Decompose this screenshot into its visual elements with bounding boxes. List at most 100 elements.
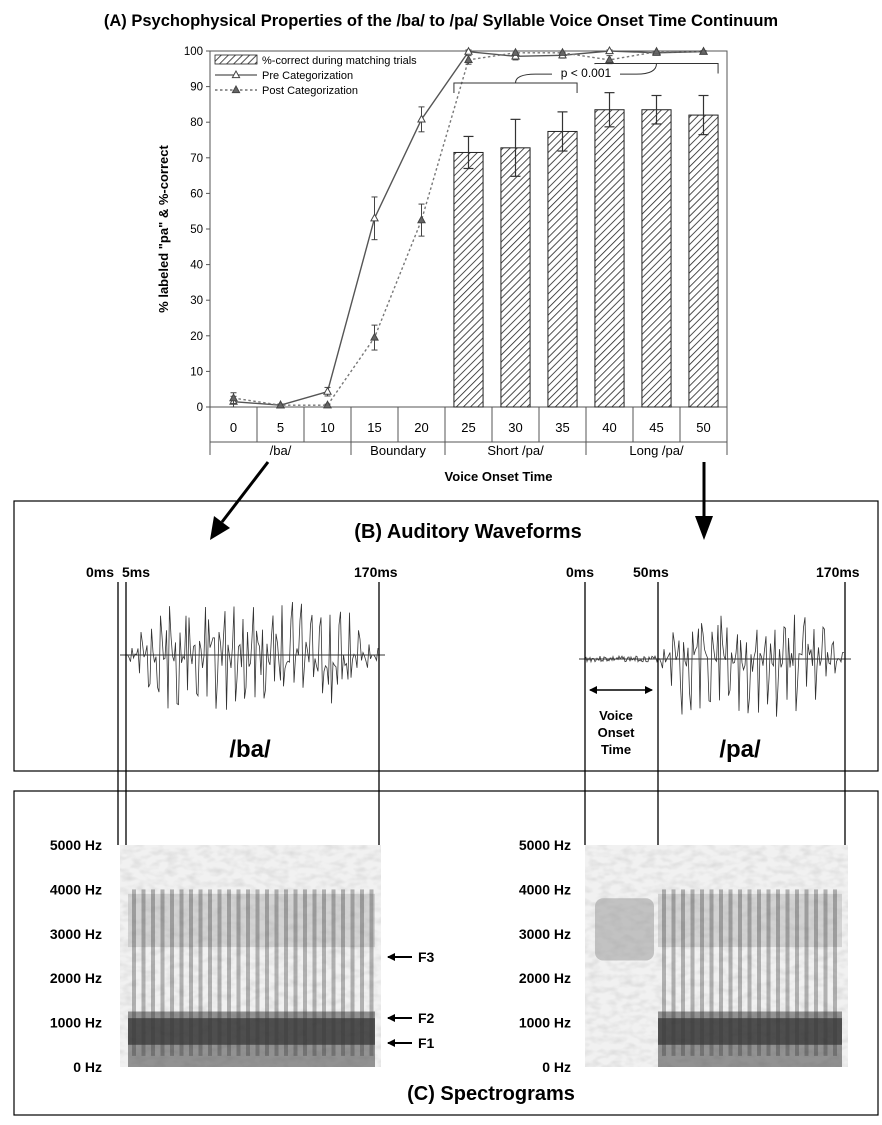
arrow-pa	[695, 462, 713, 540]
wave-noise	[584, 655, 659, 664]
waveform-ba	[120, 601, 385, 710]
formant-label-f2: F2	[418, 1010, 435, 1026]
spec-striation	[369, 889, 374, 1056]
freq-label: 3000 Hz	[519, 926, 571, 942]
y-tick-label-9: 90	[190, 82, 203, 94]
panel-c-title: (C) Spectrograms	[407, 1083, 575, 1105]
point-post-categorization-15	[370, 332, 379, 341]
x-tick-label-0: 0	[230, 420, 237, 435]
spec-striation	[671, 889, 676, 1056]
freq-label: 5000 Hz	[50, 837, 102, 853]
spec-aspiration	[595, 898, 654, 961]
point-post-categorization-30	[511, 47, 520, 56]
freq-label: 4000 Hz	[519, 881, 571, 897]
point-post-categorization-45	[652, 46, 661, 55]
time-markers	[117, 582, 846, 845]
spec-striation	[208, 889, 212, 1056]
spec-striation	[160, 889, 165, 1056]
spec-striation	[681, 889, 685, 1056]
freq-labels-ba: 5000 Hz 4000 Hz 3000 Hz 2000 Hz 1000 Hz 0 Hz	[50, 837, 102, 1075]
pa-label: /pa/	[719, 736, 761, 763]
x-tick-label-25: 25	[461, 420, 475, 435]
group-label-3: Long /pa/	[629, 443, 684, 458]
group-label-0: /ba/	[270, 443, 292, 458]
spec-striation	[322, 889, 326, 1056]
spec-striation	[198, 889, 203, 1056]
y-axis-label: % labeled "pa" & %-correct	[156, 145, 171, 313]
spec-striation	[179, 889, 184, 1056]
bar-30	[500, 147, 531, 408]
annotation-bg	[552, 64, 620, 81]
point-post-categorization-35	[558, 47, 567, 56]
bracket-short-pa	[453, 82, 578, 94]
spec-striation	[265, 889, 269, 1056]
x-tick-label-15: 15	[367, 420, 381, 435]
spec-f3-band	[128, 893, 375, 948]
wave-signal	[125, 601, 379, 710]
spec-striation	[274, 889, 279, 1056]
spec-striation	[341, 889, 345, 1056]
legend-label-1: Pre Categorization	[262, 70, 353, 82]
spec-striation	[217, 889, 222, 1056]
spec-striation	[132, 889, 136, 1056]
freq-label: 1000 Hz	[50, 1015, 102, 1031]
formant-label-f1: F1	[418, 1035, 435, 1051]
panel-b-frame	[13, 500, 879, 772]
spec-striation	[833, 889, 837, 1056]
spec-f1-core	[658, 1018, 842, 1045]
spec-striation	[246, 889, 250, 1056]
panel-b-title: (B) Auditory Waveforms	[354, 521, 581, 543]
spec-striation	[227, 889, 231, 1056]
y-tick-label-0: 0	[197, 402, 203, 414]
spec-striation	[795, 889, 799, 1056]
x-tick-label-40: 40	[602, 420, 616, 435]
point-pre-categorization-20	[417, 114, 426, 123]
spec-f1-core	[128, 1018, 375, 1045]
x-tick-label-45: 45	[649, 420, 663, 435]
spec-striation	[776, 889, 780, 1056]
ba-time-0ms: 0ms	[86, 564, 114, 580]
freq-label: 1000 Hz	[519, 1015, 571, 1031]
spec-striation	[747, 889, 752, 1056]
x-tick-label-50: 50	[696, 420, 710, 435]
freq-labels-pa: 5000 Hz 4000 Hz 3000 Hz 2000 Hz 1000 Hz 0 Hz	[519, 837, 571, 1075]
freq-label: 3000 Hz	[50, 926, 102, 942]
y-tick-label-2: 20	[190, 331, 203, 343]
spec-striation	[804, 889, 809, 1056]
spec-striation	[700, 889, 704, 1056]
spec-striation	[312, 889, 317, 1056]
point-pre-categorization-10	[323, 386, 332, 395]
point-post-categorization-10	[323, 400, 332, 409]
spec-striation	[757, 889, 761, 1056]
ba-label: /ba/	[229, 736, 271, 763]
ba-time-170ms: 170ms	[354, 564, 398, 580]
y-tick-label-10: 100	[184, 46, 203, 58]
y-tick-label-6: 60	[190, 188, 203, 200]
spec-striation	[814, 889, 818, 1056]
spectrogram-pa	[585, 845, 848, 1067]
pa-time-0ms: 0ms	[566, 564, 594, 580]
spec-striation	[189, 889, 193, 1056]
legend-marker-1	[231, 69, 241, 79]
point-post-categorization-50	[699, 46, 708, 55]
spec-striation	[255, 889, 260, 1056]
x-axis-label: Voice Onset Time	[445, 469, 553, 484]
group-label-2: Short /pa/	[487, 443, 544, 458]
point-pre-categorization-40	[605, 45, 614, 55]
legend-label-2: Post Categorization	[262, 85, 358, 97]
point-post-categorization-20	[417, 215, 426, 224]
spec-striation	[151, 889, 155, 1056]
formant-label-f3: F3	[418, 949, 435, 965]
spec-striation	[738, 889, 742, 1056]
point-post-categorization-40	[605, 54, 614, 63]
freq-label: 2000 Hz	[50, 970, 102, 986]
wave-signal	[657, 614, 845, 717]
spec-striation	[662, 889, 666, 1056]
spec-striation	[766, 889, 771, 1056]
y-tick-label-3: 30	[190, 295, 203, 307]
spectrogram-ba	[120, 845, 381, 1067]
x-tick-label-10: 10	[320, 420, 334, 435]
spec-striation	[785, 889, 790, 1056]
y-tick-label-7: 70	[190, 153, 203, 165]
point-pre-categorization-25	[464, 46, 473, 55]
